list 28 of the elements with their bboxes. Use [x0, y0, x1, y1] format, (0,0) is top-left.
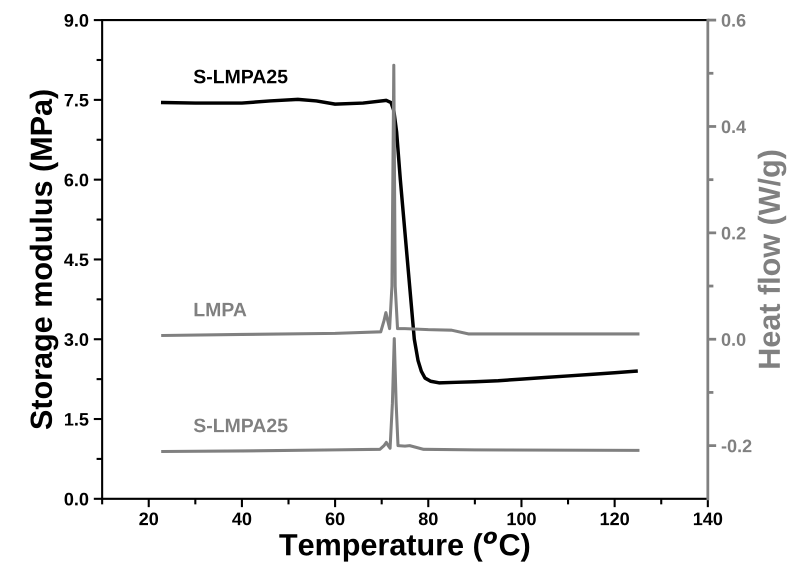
series-label: S-LMPA25	[194, 70, 288, 84]
x-axis-title: Temperature ($^{o}$C)	[279, 532, 530, 562]
y-tick-label: 4.5	[64, 254, 88, 266]
x-tick-label: 80	[418, 512, 438, 526]
y2-tick-label: 0.2	[722, 226, 746, 240]
y-tick-label: 1.5	[64, 413, 88, 426]
y2-tick-label: 0.0	[722, 333, 746, 346]
x-tick-label: 60	[326, 512, 344, 526]
line-series	[160, 98, 638, 385]
y2-axis-title: Heat flow (W/g)	[758, 150, 786, 368]
y-tick-label: 3.0	[64, 333, 88, 346]
y2-tick-label: -0.2	[722, 440, 752, 452]
series-label: LMPA	[194, 302, 246, 316]
y-tick-label: 7.5	[64, 94, 88, 107]
x-tick-label: 40	[232, 512, 252, 526]
y-axis-title: Storage modulus (MPa)	[30, 90, 58, 430]
y2-tick-label: 0.6	[722, 14, 746, 27]
x-tick-label: 140	[694, 512, 722, 526]
line-series	[161, 64, 640, 338]
y-tick-label: 9.0	[64, 14, 88, 27]
x-tick-label: 20	[139, 512, 158, 526]
x-tick-label: 120	[600, 512, 629, 526]
y2-tick-label: 0.4	[722, 120, 746, 134]
y-tick-label: 0.0	[64, 492, 88, 506]
x-tick-label: 100	[508, 512, 536, 526]
line-series	[161, 337, 640, 453]
series-label: S-LMPA25	[194, 418, 288, 432]
y-tick-label: 6.0	[64, 174, 88, 186]
